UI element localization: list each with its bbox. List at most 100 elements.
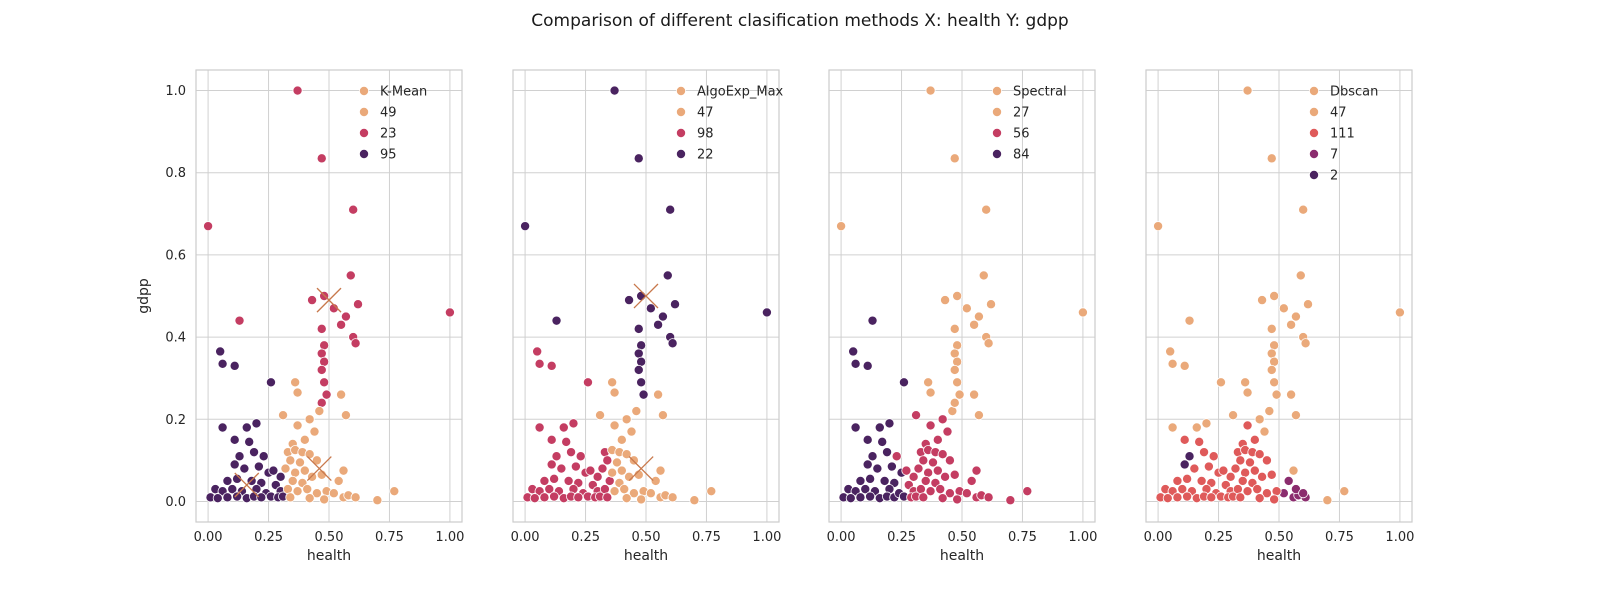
scatter-point	[981, 204, 992, 215]
scatter-point	[1228, 410, 1239, 421]
scatter-point	[1298, 488, 1309, 499]
x-tick-label: 0.75	[1325, 530, 1354, 545]
scatter-point	[969, 319, 980, 330]
scatter-point	[275, 471, 286, 482]
scatter-point	[636, 377, 647, 388]
scatter-point	[232, 491, 243, 502]
legend-label: 23	[380, 127, 397, 142]
cluster-center-marker	[306, 456, 332, 482]
x-axis-label: health	[624, 548, 668, 564]
scatter-point	[633, 153, 644, 164]
scatter-point	[348, 204, 359, 215]
scatter-point	[1179, 459, 1190, 470]
x-tick-label: 0.00	[827, 530, 856, 545]
scatter-point	[1298, 204, 1309, 215]
scatter-point	[706, 486, 717, 497]
scatter-point	[923, 467, 934, 478]
scatter-point	[913, 463, 924, 474]
scatter-point	[1249, 465, 1260, 476]
scatter-point	[633, 364, 644, 375]
scatter-point	[1266, 323, 1277, 334]
legend-label: 56	[1013, 127, 1030, 142]
scatter-point	[966, 475, 977, 486]
scatter-points	[203, 85, 455, 506]
scatter-point	[1172, 492, 1183, 503]
scatter-point	[925, 486, 936, 497]
scatter-point	[973, 410, 984, 421]
legend-title: Dbscan	[1330, 85, 1378, 100]
scatter-point	[602, 455, 613, 466]
scatter-point	[1269, 494, 1280, 505]
scatter-point	[1295, 270, 1306, 281]
scatter-point	[616, 465, 627, 476]
scatter-point	[316, 323, 327, 334]
x-tick-label: 0.75	[375, 530, 404, 545]
scatter-point	[280, 463, 291, 474]
scatter-point	[534, 358, 545, 369]
center-stroke	[316, 287, 342, 313]
axes-frame	[195, 69, 463, 523]
scatter-point	[234, 451, 245, 462]
scatter-point	[937, 493, 948, 504]
scatter-point	[258, 451, 269, 462]
scatter-point	[222, 475, 233, 486]
scatter-point	[1184, 315, 1195, 326]
cluster-center-marker	[628, 456, 654, 482]
scatter-point	[657, 311, 668, 322]
legend: Spectral 27 56 84	[992, 85, 1067, 163]
scatter-point	[222, 492, 233, 503]
scatter-point	[302, 484, 313, 495]
scatter-point	[232, 473, 243, 484]
scatter-point	[935, 484, 946, 495]
scatter-point	[251, 418, 262, 429]
scatter-point	[338, 465, 349, 476]
scatter-point	[616, 434, 627, 445]
scatter-point	[607, 467, 618, 478]
x-tick-label: 0.25	[1204, 530, 1233, 545]
scatter-point	[619, 484, 630, 495]
axes-frame	[1145, 69, 1413, 523]
scatter-point	[940, 471, 951, 482]
scatter-point	[389, 486, 400, 497]
scatter-point	[316, 364, 327, 375]
scatter-point	[229, 459, 240, 470]
scatter-point	[1269, 356, 1280, 367]
scatter-point	[1257, 295, 1268, 306]
scatter-point	[294, 457, 305, 468]
scatter-point	[1240, 377, 1251, 388]
scatter-point	[653, 319, 664, 330]
scatter-point	[1022, 486, 1033, 497]
scatter-point	[1203, 461, 1214, 472]
scatter-point	[549, 491, 560, 502]
scatter-point	[1179, 434, 1190, 445]
scatter-point	[1165, 346, 1176, 357]
legend-marker	[1309, 107, 1320, 118]
scatter-point	[860, 484, 871, 495]
scatter-point	[1225, 471, 1236, 482]
scatter-point	[319, 377, 330, 388]
scatter-point	[1182, 491, 1193, 502]
center-stroke	[633, 283, 659, 309]
scatter-point	[1230, 463, 1241, 474]
scatter-point	[1261, 488, 1272, 499]
scatter-point	[290, 377, 301, 388]
scatter-point	[865, 491, 876, 502]
scatter-point	[908, 471, 919, 482]
scatter-point	[836, 221, 847, 232]
scatter-point	[285, 492, 296, 503]
scatter-point	[1199, 447, 1210, 458]
scatter-point	[949, 469, 960, 480]
scatter-point	[597, 463, 608, 474]
scatter-point	[1182, 473, 1193, 484]
scatter-point	[983, 492, 994, 503]
scatter-point	[551, 315, 562, 326]
x-tick-label: 0.25	[571, 530, 600, 545]
scatter-point	[1261, 455, 1272, 466]
scatter-point	[292, 420, 303, 431]
scatter-point	[638, 389, 649, 400]
scatter-point	[645, 303, 656, 314]
scatter-point	[549, 473, 560, 484]
scatter-point	[923, 377, 934, 388]
x-tick-label: 0.75	[692, 530, 721, 545]
scatter-point	[1269, 290, 1280, 301]
